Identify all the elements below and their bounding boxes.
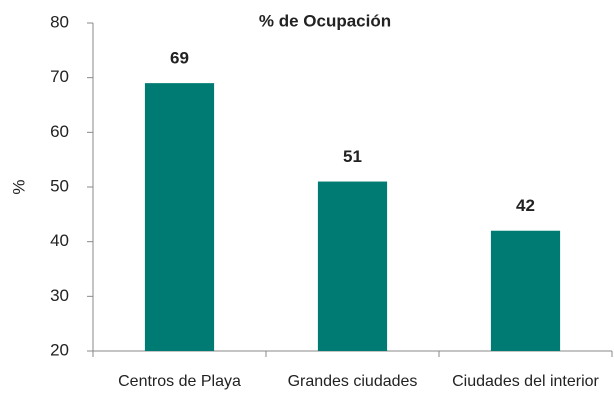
y-tick-label: 80 [50,12,69,31]
data-label: 51 [343,147,362,166]
y-axis-label: % [9,179,28,194]
data-label: 69 [170,49,189,68]
bar [490,230,561,351]
chart-title: % de Ocupación [259,11,391,30]
y-tick-label: 70 [50,67,69,86]
y-tick-label: 30 [50,286,69,305]
x-tick-label: Grandes ciudades [287,373,418,390]
y-tick-label: 60 [50,122,69,141]
y-tick-label: 40 [50,231,69,250]
y-tick-label: 50 [50,176,69,195]
bar [317,181,388,351]
x-tick-label: Ciudades del interior [452,373,599,390]
y-tick-label: 20 [50,340,69,359]
x-tick-label: Centros de Playa [118,373,241,390]
data-label: 42 [516,196,535,215]
bar [144,83,215,351]
